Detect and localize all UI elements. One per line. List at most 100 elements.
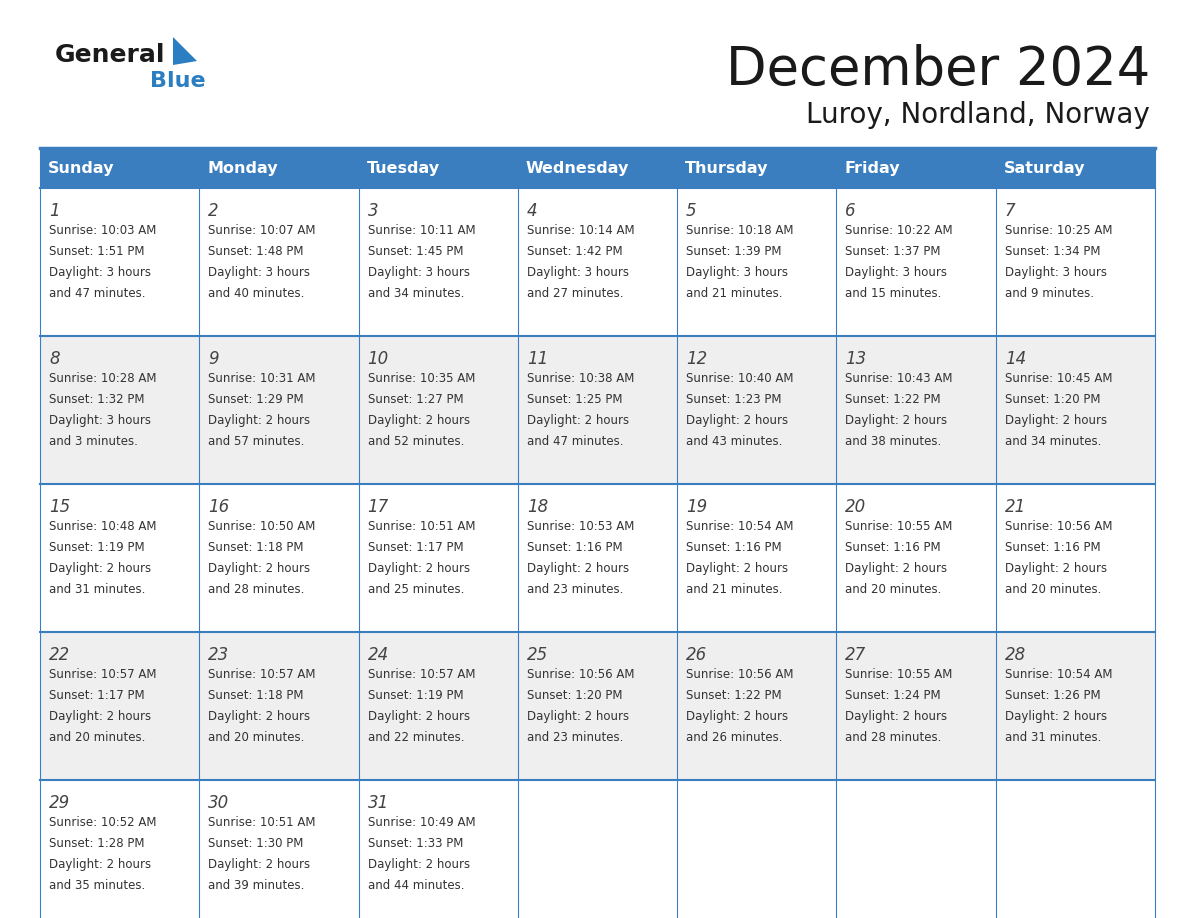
Text: Sunrise: 10:54 AM: Sunrise: 10:54 AM [687, 520, 794, 533]
Text: Daylight: 3 hours: Daylight: 3 hours [208, 266, 310, 279]
Text: and 26 minutes.: and 26 minutes. [687, 731, 783, 744]
Text: Sunset: 1:30 PM: Sunset: 1:30 PM [208, 837, 304, 850]
Text: Sunset: 1:20 PM: Sunset: 1:20 PM [1005, 393, 1100, 406]
Text: Sunrise: 10:48 AM: Sunrise: 10:48 AM [49, 520, 157, 533]
Text: 11: 11 [526, 350, 548, 368]
Text: and 21 minutes.: and 21 minutes. [687, 287, 783, 300]
Text: Sunrise: 10:28 AM: Sunrise: 10:28 AM [49, 372, 157, 385]
Text: Sunset: 1:16 PM: Sunset: 1:16 PM [1005, 541, 1100, 554]
Text: Sunset: 1:33 PM: Sunset: 1:33 PM [367, 837, 463, 850]
Text: Sunset: 1:42 PM: Sunset: 1:42 PM [526, 245, 623, 258]
Text: 7: 7 [1005, 202, 1016, 220]
Text: Sunset: 1:19 PM: Sunset: 1:19 PM [49, 541, 145, 554]
Text: General: General [55, 43, 165, 67]
Text: Daylight: 2 hours: Daylight: 2 hours [1005, 562, 1107, 575]
Text: Sunrise: 10:51 AM: Sunrise: 10:51 AM [367, 520, 475, 533]
Bar [40, 336, 1155, 484]
Text: Sunset: 1:26 PM: Sunset: 1:26 PM [1005, 689, 1100, 702]
Text: 13: 13 [846, 350, 867, 368]
Text: Daylight: 2 hours: Daylight: 2 hours [208, 710, 310, 723]
Text: Tuesday: Tuesday [367, 161, 440, 175]
Text: 29: 29 [49, 794, 70, 812]
Text: Luroy, Nordland, Norway: Luroy, Nordland, Norway [807, 101, 1150, 129]
Text: and 34 minutes.: and 34 minutes. [367, 287, 465, 300]
Text: 15: 15 [49, 498, 70, 516]
Text: Sunset: 1:29 PM: Sunset: 1:29 PM [208, 393, 304, 406]
Text: Daylight: 3 hours: Daylight: 3 hours [367, 266, 469, 279]
Text: Daylight: 2 hours: Daylight: 2 hours [367, 858, 469, 871]
Text: 9: 9 [208, 350, 219, 368]
Text: Daylight: 2 hours: Daylight: 2 hours [687, 562, 789, 575]
Text: Sunset: 1:22 PM: Sunset: 1:22 PM [687, 689, 782, 702]
Text: and 47 minutes.: and 47 minutes. [526, 435, 624, 448]
Text: Daylight: 3 hours: Daylight: 3 hours [846, 266, 947, 279]
Text: Sunrise: 10:57 AM: Sunrise: 10:57 AM [49, 668, 157, 681]
Text: 2: 2 [208, 202, 219, 220]
Text: 25: 25 [526, 646, 548, 664]
Text: Sunrise: 10:38 AM: Sunrise: 10:38 AM [526, 372, 634, 385]
Text: Sunset: 1:48 PM: Sunset: 1:48 PM [208, 245, 304, 258]
Text: Sunrise: 10:18 AM: Sunrise: 10:18 AM [687, 224, 794, 237]
Text: Daylight: 2 hours: Daylight: 2 hours [367, 414, 469, 427]
Text: Sunrise: 10:22 AM: Sunrise: 10:22 AM [846, 224, 953, 237]
Text: Sunrise: 10:31 AM: Sunrise: 10:31 AM [208, 372, 316, 385]
Text: Sunset: 1:17 PM: Sunset: 1:17 PM [367, 541, 463, 554]
Text: Sunset: 1:16 PM: Sunset: 1:16 PM [687, 541, 782, 554]
Text: Sunset: 1:16 PM: Sunset: 1:16 PM [846, 541, 941, 554]
Text: Daylight: 2 hours: Daylight: 2 hours [846, 710, 948, 723]
Text: Sunset: 1:51 PM: Sunset: 1:51 PM [49, 245, 145, 258]
Text: Sunrise: 10:56 AM: Sunrise: 10:56 AM [526, 668, 634, 681]
Text: Sunset: 1:17 PM: Sunset: 1:17 PM [49, 689, 145, 702]
Text: Daylight: 2 hours: Daylight: 2 hours [208, 414, 310, 427]
Text: Sunset: 1:18 PM: Sunset: 1:18 PM [208, 541, 304, 554]
Text: Sunrise: 10:57 AM: Sunrise: 10:57 AM [208, 668, 316, 681]
Text: Sunset: 1:45 PM: Sunset: 1:45 PM [367, 245, 463, 258]
Text: Sunrise: 10:40 AM: Sunrise: 10:40 AM [687, 372, 794, 385]
Text: Daylight: 2 hours: Daylight: 2 hours [367, 562, 469, 575]
Text: Sunrise: 10:57 AM: Sunrise: 10:57 AM [367, 668, 475, 681]
Text: Sunrise: 10:56 AM: Sunrise: 10:56 AM [1005, 520, 1112, 533]
Text: Daylight: 2 hours: Daylight: 2 hours [846, 562, 948, 575]
Text: Sunset: 1:39 PM: Sunset: 1:39 PM [687, 245, 782, 258]
Text: 1: 1 [49, 202, 59, 220]
Bar [40, 484, 1155, 632]
Text: Daylight: 2 hours: Daylight: 2 hours [526, 562, 628, 575]
Text: 22: 22 [49, 646, 70, 664]
Text: Sunrise: 10:25 AM: Sunrise: 10:25 AM [1005, 224, 1112, 237]
Text: 27: 27 [846, 646, 867, 664]
Text: 5: 5 [687, 202, 697, 220]
Text: and 35 minutes.: and 35 minutes. [49, 879, 145, 892]
Text: Daylight: 2 hours: Daylight: 2 hours [49, 562, 151, 575]
Text: and 57 minutes.: and 57 minutes. [208, 435, 304, 448]
Text: Blue: Blue [150, 71, 206, 91]
Text: Sunrise: 10:45 AM: Sunrise: 10:45 AM [1005, 372, 1112, 385]
Text: and 22 minutes.: and 22 minutes. [367, 731, 465, 744]
Text: 24: 24 [367, 646, 388, 664]
Bar [40, 188, 1155, 336]
Text: Sunset: 1:19 PM: Sunset: 1:19 PM [367, 689, 463, 702]
Text: Daylight: 3 hours: Daylight: 3 hours [1005, 266, 1107, 279]
Text: Sunset: 1:34 PM: Sunset: 1:34 PM [1005, 245, 1100, 258]
Text: Sunrise: 10:53 AM: Sunrise: 10:53 AM [526, 520, 634, 533]
Text: and 20 minutes.: and 20 minutes. [846, 583, 942, 596]
Text: and 31 minutes.: and 31 minutes. [49, 583, 145, 596]
Text: and 9 minutes.: and 9 minutes. [1005, 287, 1094, 300]
Text: Daylight: 3 hours: Daylight: 3 hours [687, 266, 788, 279]
Text: Sunset: 1:37 PM: Sunset: 1:37 PM [846, 245, 941, 258]
Text: and 28 minutes.: and 28 minutes. [846, 731, 942, 744]
Text: and 21 minutes.: and 21 minutes. [687, 583, 783, 596]
Text: 19: 19 [687, 498, 707, 516]
Text: and 40 minutes.: and 40 minutes. [208, 287, 304, 300]
Text: Sunrise: 10:56 AM: Sunrise: 10:56 AM [687, 668, 794, 681]
Text: and 20 minutes.: and 20 minutes. [208, 731, 304, 744]
Text: Wednesday: Wednesday [526, 161, 630, 175]
Text: Daylight: 2 hours: Daylight: 2 hours [208, 858, 310, 871]
Text: and 20 minutes.: and 20 minutes. [49, 731, 145, 744]
Text: 3: 3 [367, 202, 378, 220]
Text: 26: 26 [687, 646, 707, 664]
Text: and 20 minutes.: and 20 minutes. [1005, 583, 1101, 596]
Text: and 15 minutes.: and 15 minutes. [846, 287, 942, 300]
Text: 14: 14 [1005, 350, 1026, 368]
Text: and 28 minutes.: and 28 minutes. [208, 583, 304, 596]
Text: Sunrise: 10:03 AM: Sunrise: 10:03 AM [49, 224, 157, 237]
